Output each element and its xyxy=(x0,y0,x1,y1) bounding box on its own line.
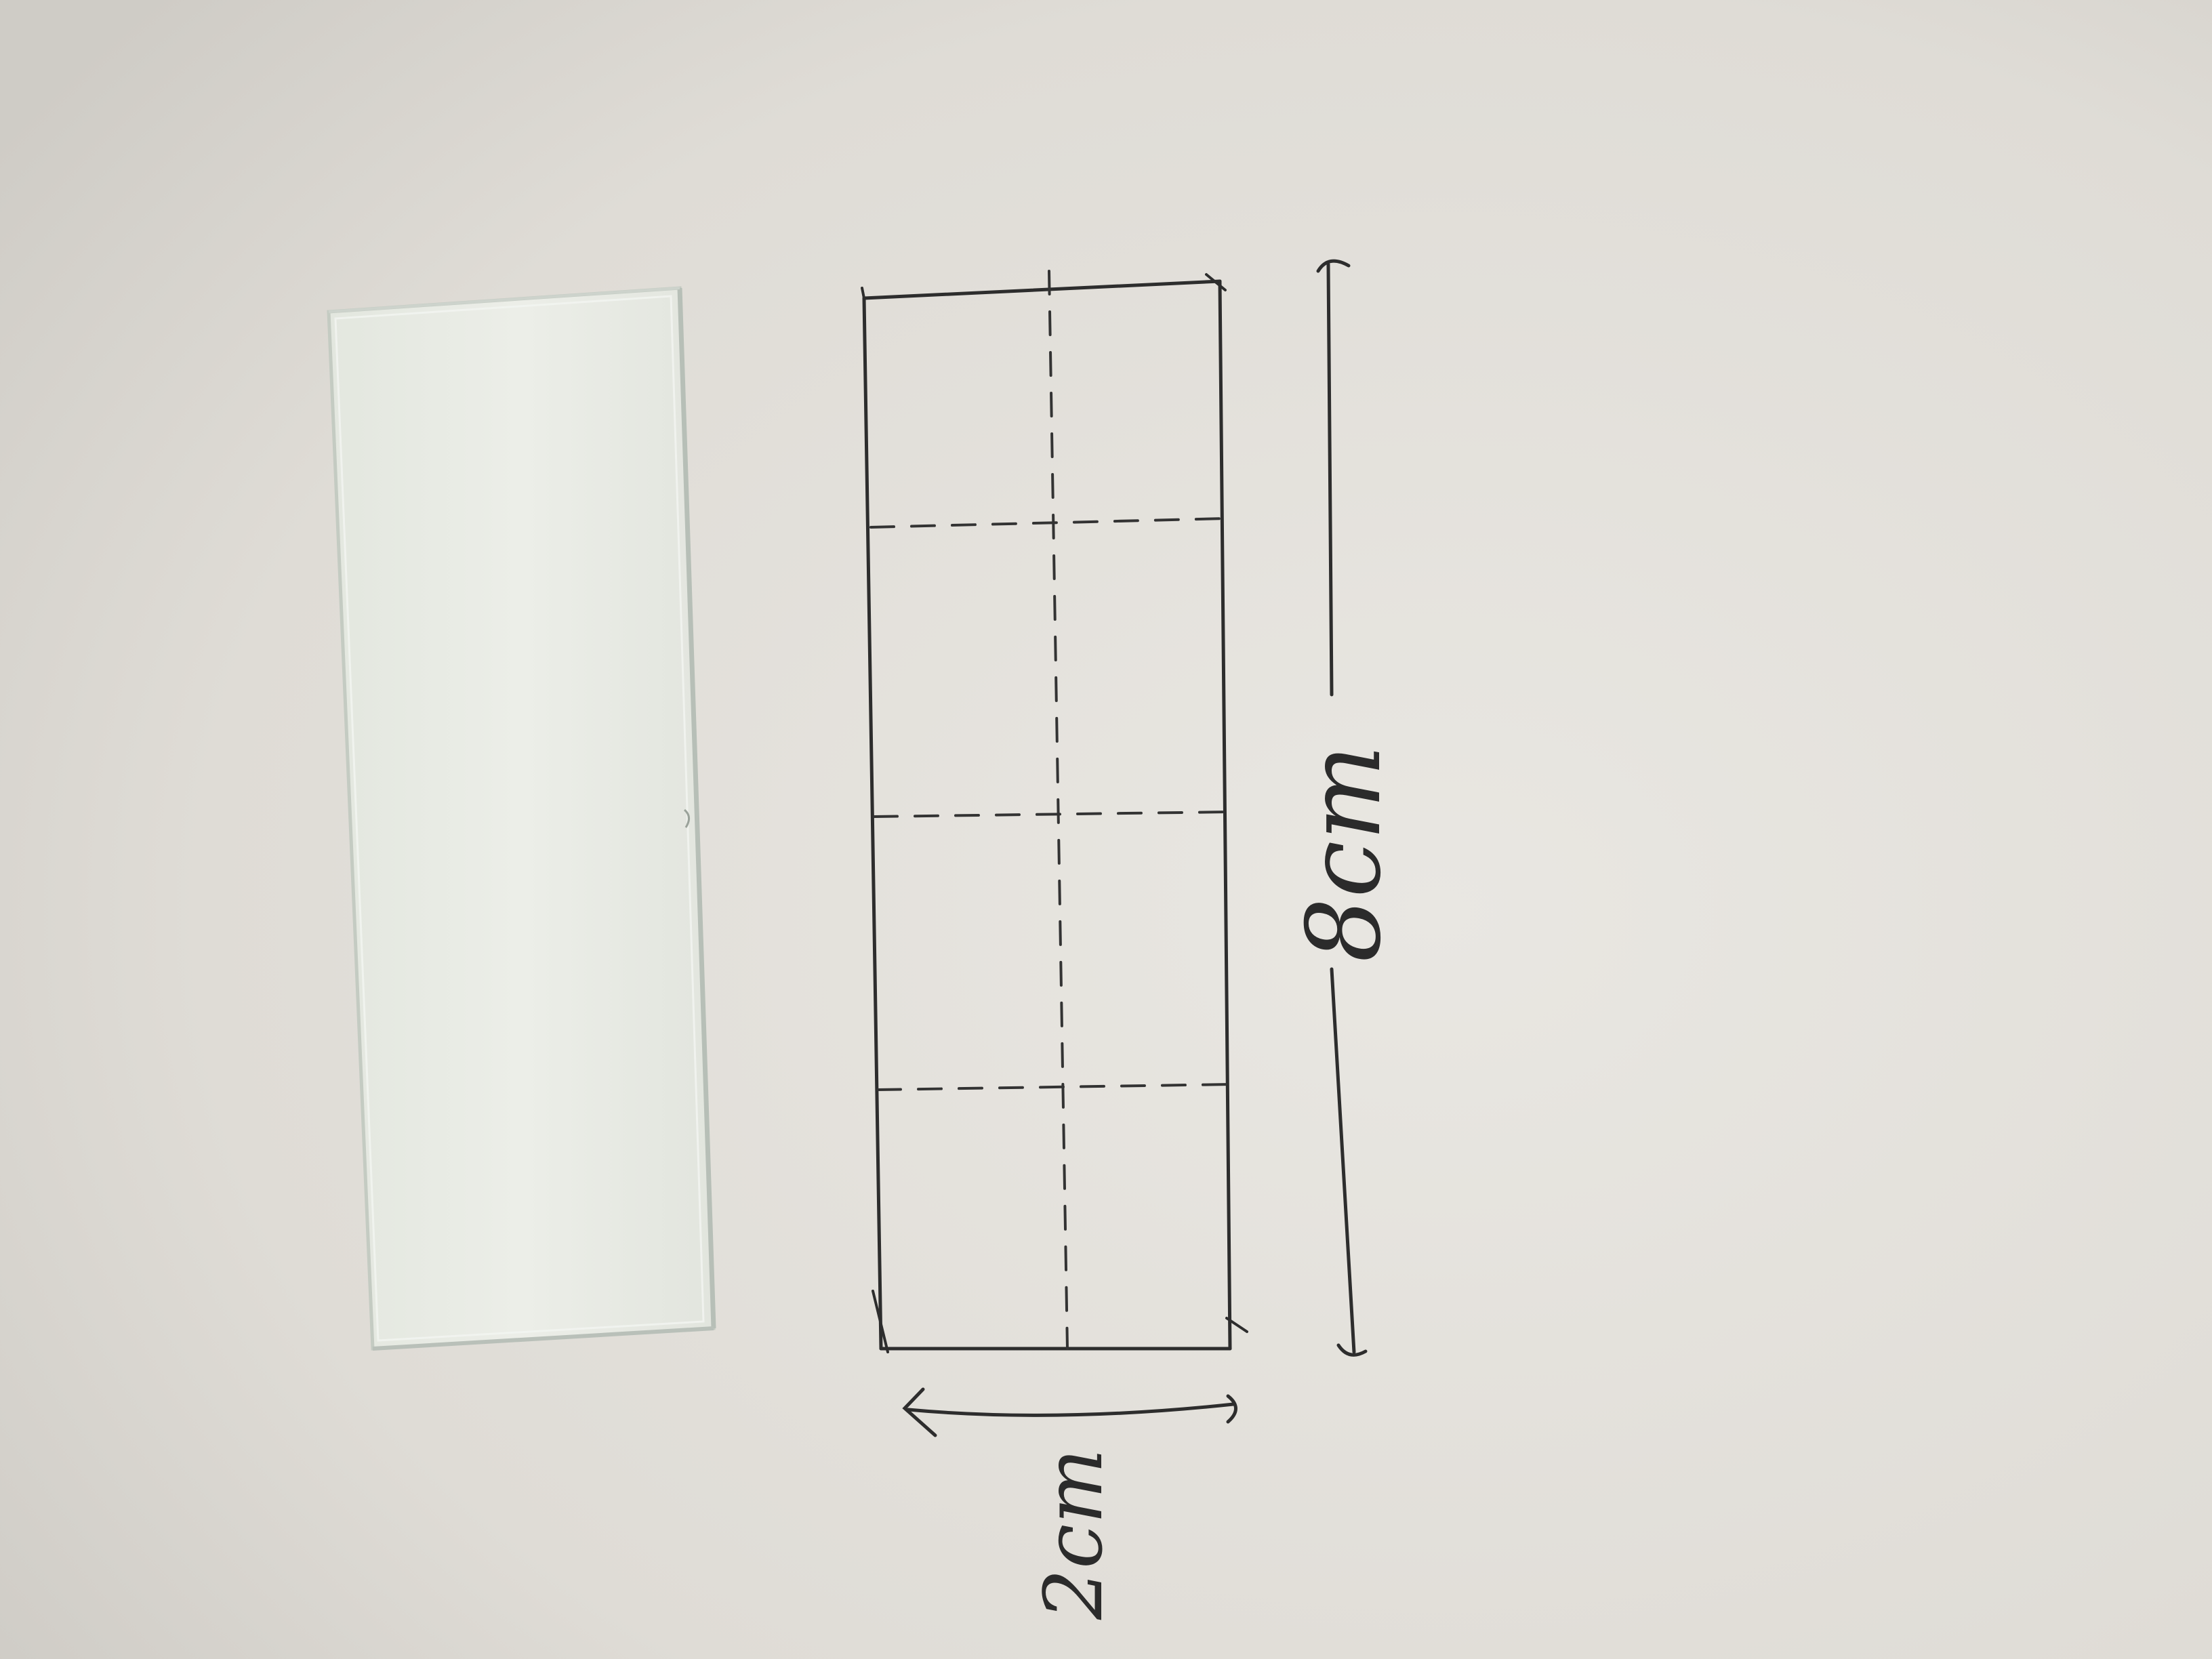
width-dimension-arrow xyxy=(902,1387,1237,1437)
glass-slide xyxy=(327,286,716,1351)
sketch-rectangle xyxy=(861,273,1248,1353)
length-label: 8cm xyxy=(1286,744,1404,962)
width-label: 2cm xyxy=(1027,1448,1120,1620)
sketch-dashed-grid xyxy=(869,270,1233,1350)
length-dimension-arrow xyxy=(1316,259,1368,1357)
